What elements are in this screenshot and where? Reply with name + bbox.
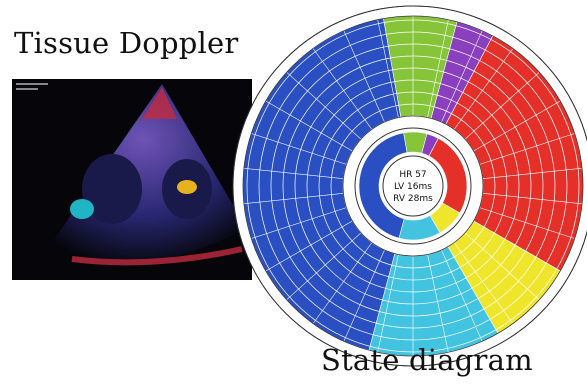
boundary-ring [242,15,584,357]
grid-spoke [279,232,362,307]
tissue-doppler-echo-image [12,79,252,280]
grid-spoke [479,207,585,242]
grid-spoke [473,220,570,277]
grid-spoke [479,130,585,165]
tissue-doppler-label: Tissue Doppler [14,26,239,60]
inner-sector-blue [358,132,408,239]
grid-spoke [464,232,547,307]
grid-spoke [427,9,451,118]
grid-spoke [306,40,373,130]
grid-spoke [241,207,347,242]
echo-image-svg [16,83,247,270]
grid-spoke [482,167,587,179]
grid-spoke [256,95,353,152]
grid-spoke [375,254,399,363]
grid-spoke [482,193,587,205]
boundary-ring [342,115,484,257]
grid-spoke [464,65,547,140]
grid-spoke [453,40,520,130]
center-hr-label: HR 57 [399,170,426,180]
inner-sector-cyan [398,215,441,241]
grid-spoke [441,21,487,123]
grid-spoke [473,95,570,152]
grid-spoke [306,242,373,332]
grid-spoke [375,9,399,118]
grid-spoke [453,242,520,332]
grid-spoke [339,249,385,351]
center-rv-label: RV 28ms [393,194,433,204]
inner-ring [358,131,468,241]
boundary-ring [232,5,587,367]
state-diagram-label: State diagram [321,343,533,377]
state-diagram-grid [232,5,587,367]
grid-spoke [427,254,451,363]
grid-spoke [233,166,344,179]
grid-spoke [339,21,385,123]
grid-spoke [233,193,344,206]
grid-spoke [256,220,353,277]
grid-spoke [279,65,362,140]
center-lv-label: LV 16ms [394,182,432,192]
center-disk [382,155,444,217]
grid-spoke [441,249,487,351]
grid-spoke [241,130,347,165]
